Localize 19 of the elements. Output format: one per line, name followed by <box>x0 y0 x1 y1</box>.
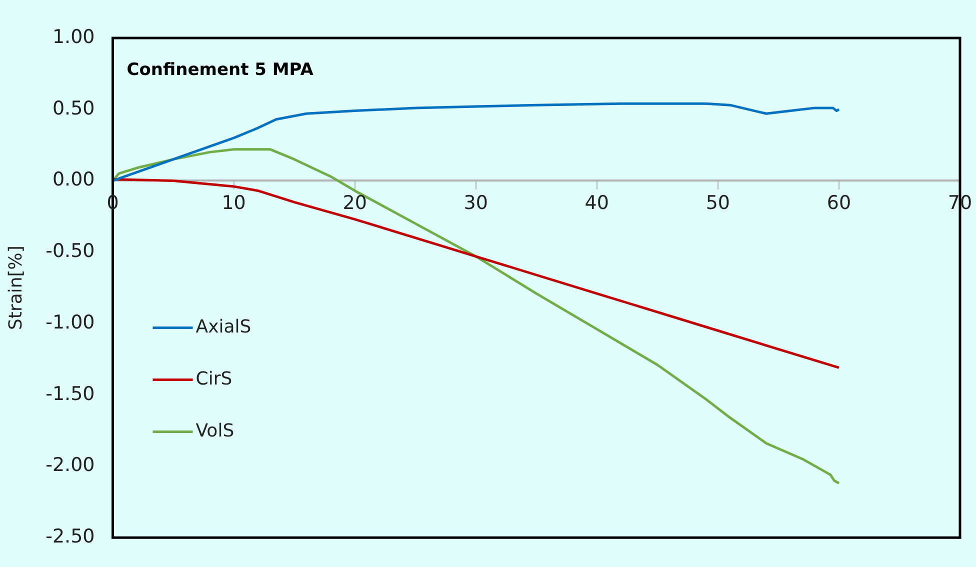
y-tick-label: 0.50 <box>52 97 95 120</box>
x-tick-label: 10 <box>222 192 246 214</box>
text: Confinement 5 MPA <box>126 60 314 80</box>
x-tick-label: 40 <box>584 192 609 214</box>
x-tick-label: 60 <box>826 192 852 214</box>
y-tick-label: 0.00 <box>52 168 95 191</box>
legend-label: CirS <box>196 368 232 390</box>
y-tick-label: -1.00 <box>46 311 95 334</box>
legend-label: VolS <box>196 420 234 442</box>
x-tick-label: 30 <box>464 192 488 214</box>
x-tick-label: 20 <box>342 192 367 214</box>
y-tick-label: 1.00 <box>52 26 95 48</box>
y-tick-label: -1.50 <box>46 382 95 405</box>
y-tick-label: -2.50 <box>46 526 95 548</box>
x-tick-label: 50 <box>706 192 730 214</box>
y-tick-label: -2.00 <box>46 454 95 476</box>
legend-label: AxialS <box>196 316 252 338</box>
y-axis-title: Strain[%] <box>5 246 26 330</box>
y-tick-label: -0.50 <box>46 240 95 262</box>
